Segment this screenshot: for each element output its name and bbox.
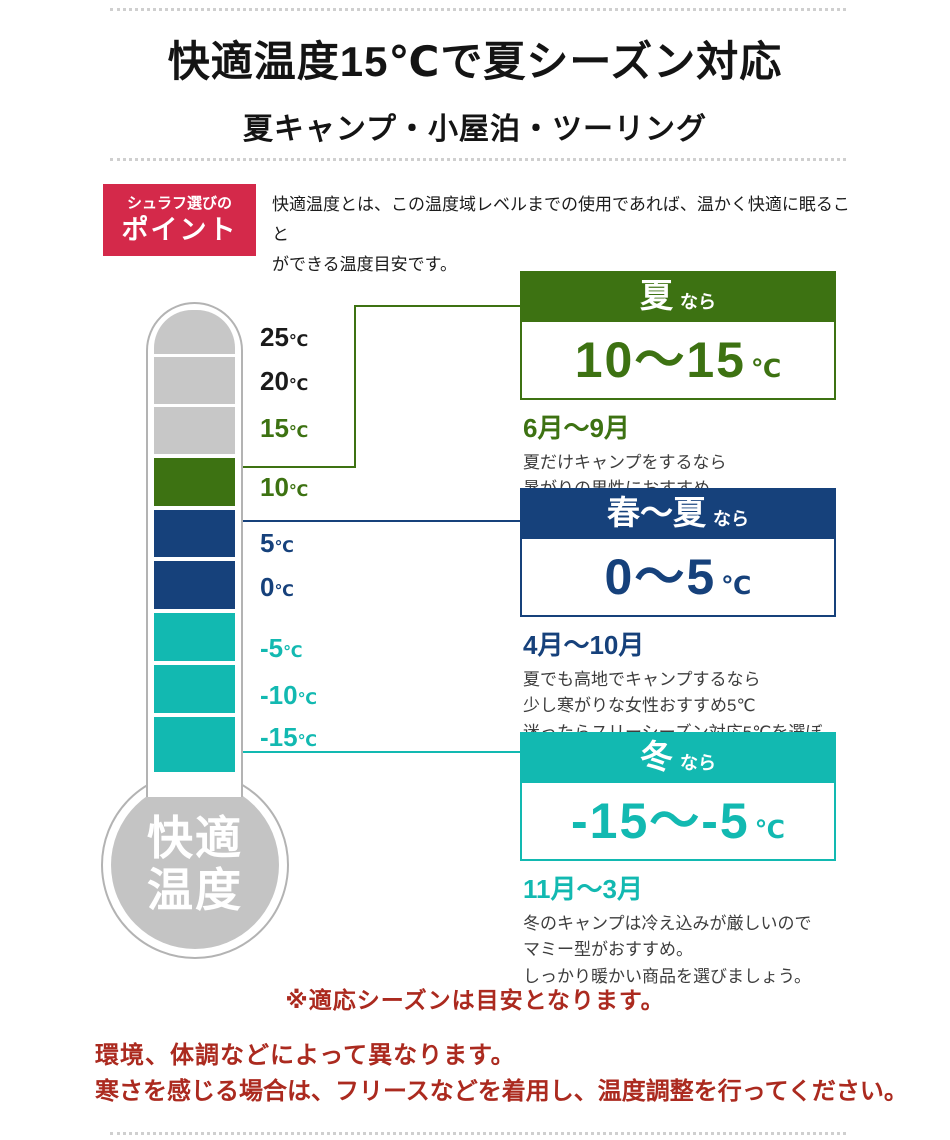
spring-summer-connector-line	[243, 520, 520, 522]
winter-connector-line	[243, 751, 520, 753]
bulb-label-line2: 温度	[147, 864, 243, 916]
winter-card-unit: ℃	[754, 816, 785, 844]
header-dotted-divider	[110, 158, 846, 161]
winter-card-range: -15〜-5	[570, 793, 750, 849]
thermometer-segment	[154, 357, 235, 404]
summer-card: 夏 なら 10〜15 ℃ 6月〜9月 夏だけキャンプをするなら 暑がりの男性にお…	[520, 271, 836, 503]
winter-card: 冬 なら -15〜-5 ℃ 11月〜3月 冬のキャンプは冷え込みが厳しいので マ…	[520, 732, 836, 990]
winter-card-suffix: なら	[680, 752, 716, 773]
scale-label-minus15: -15℃	[260, 722, 317, 752]
spring-summer-card-range-box: 0〜5 ℃	[520, 537, 836, 617]
summer-connector-line	[354, 305, 520, 307]
point-description-line1: 快適温度とは、この温度域レベルまでの使用であれば、温かく快適に眠ること	[272, 195, 850, 244]
scale-label-15: 15℃	[260, 413, 309, 443]
scale-label-25: 25℃	[260, 322, 309, 352]
summer-card-unit: ℃	[750, 355, 782, 383]
scale-label-0: 0℃	[260, 572, 294, 602]
summer-connector-line	[243, 466, 356, 468]
summer-card-months: 6月〜9月	[523, 413, 630, 443]
point-badge-line2: ポイント	[121, 214, 238, 245]
spring-summer-card-suffix: なら	[713, 508, 749, 529]
top-dotted-divider	[110, 8, 846, 11]
winter-card-description: 冬のキャンプは冷え込みが厳しいので マミー型がおすすめ。 しっかり暖かい商品を選…	[523, 914, 812, 986]
spring-summer-card-header: 春〜夏 なら	[520, 488, 836, 537]
scale-label-minus10: -10℃	[260, 680, 317, 710]
summer-connector-line	[354, 305, 356, 468]
spring-summer-card-season: 春〜夏	[607, 494, 706, 531]
scale-label-5: 5℃	[260, 528, 294, 558]
warning-line2: 寒さを感じる場合は、フリースなどを着用し、温度調整を行ってください。	[95, 1078, 908, 1105]
bottom-dotted-divider	[110, 1132, 846, 1135]
point-description: 快適温度とは、この温度域レベルまでの使用であれば、温かく快適に眠ること ができる…	[272, 190, 862, 279]
spring-summer-card-range: 0〜5	[604, 549, 717, 605]
thermometer-segment	[154, 458, 235, 506]
winter-card-months: 11月〜3月	[523, 874, 643, 904]
thermometer-segment	[154, 717, 235, 772]
summer-card-range: 10〜15	[574, 332, 746, 388]
thermometer-segment	[154, 665, 235, 713]
thermometer-segment	[154, 613, 235, 661]
point-badge: シュラフ選びの ポイント	[103, 184, 256, 256]
summer-card-suffix: なら	[680, 291, 716, 312]
winter-card-range-box: -15〜-5 ℃	[520, 781, 836, 861]
thermometer-segment	[154, 561, 235, 609]
spring-summer-card-months: 4月〜10月	[523, 630, 645, 660]
scale-label-minus5: -5℃	[260, 633, 303, 663]
scale-label-20: 20℃	[260, 366, 309, 396]
spring-summer-card-unit: ℃	[721, 572, 752, 600]
point-description-line2: ができる温度目安です。	[272, 254, 457, 274]
winter-card-header: 冬 なら	[520, 732, 836, 781]
season-note: ※適応シーズンは目安となります。	[285, 987, 665, 1013]
spring-summer-card: 春〜夏 なら 0〜5 ℃ 4月〜10月 夏でも高地でキャンプするなら 少し寒がり…	[520, 488, 836, 772]
page-title: 快適温度15℃で夏シーズン対応	[167, 38, 783, 85]
thermometer-bulb-fill: 快適 温度	[111, 781, 279, 949]
thermometer-segment	[154, 310, 235, 354]
thermometer-tube	[146, 302, 243, 797]
summer-card-range-box: 10〜15 ℃	[520, 320, 836, 400]
summer-card-season: 夏	[640, 277, 673, 314]
page-subtitle: 夏キャンプ・小屋泊・ツーリング	[242, 113, 708, 146]
summer-card-header: 夏 なら	[520, 271, 836, 320]
warning-line1: 環境、体調などによって異なります。	[95, 1042, 516, 1069]
thermometer-bulb: 快適 温度	[101, 771, 289, 959]
scale-label-10: 10℃	[260, 472, 309, 502]
point-badge-line1: シュラフ選びの	[126, 195, 232, 213]
winter-card-season: 冬	[640, 738, 673, 775]
bulb-label-line1: 快適	[147, 812, 243, 865]
thermometer-segment	[154, 510, 235, 557]
thermometer-segment	[154, 407, 235, 454]
